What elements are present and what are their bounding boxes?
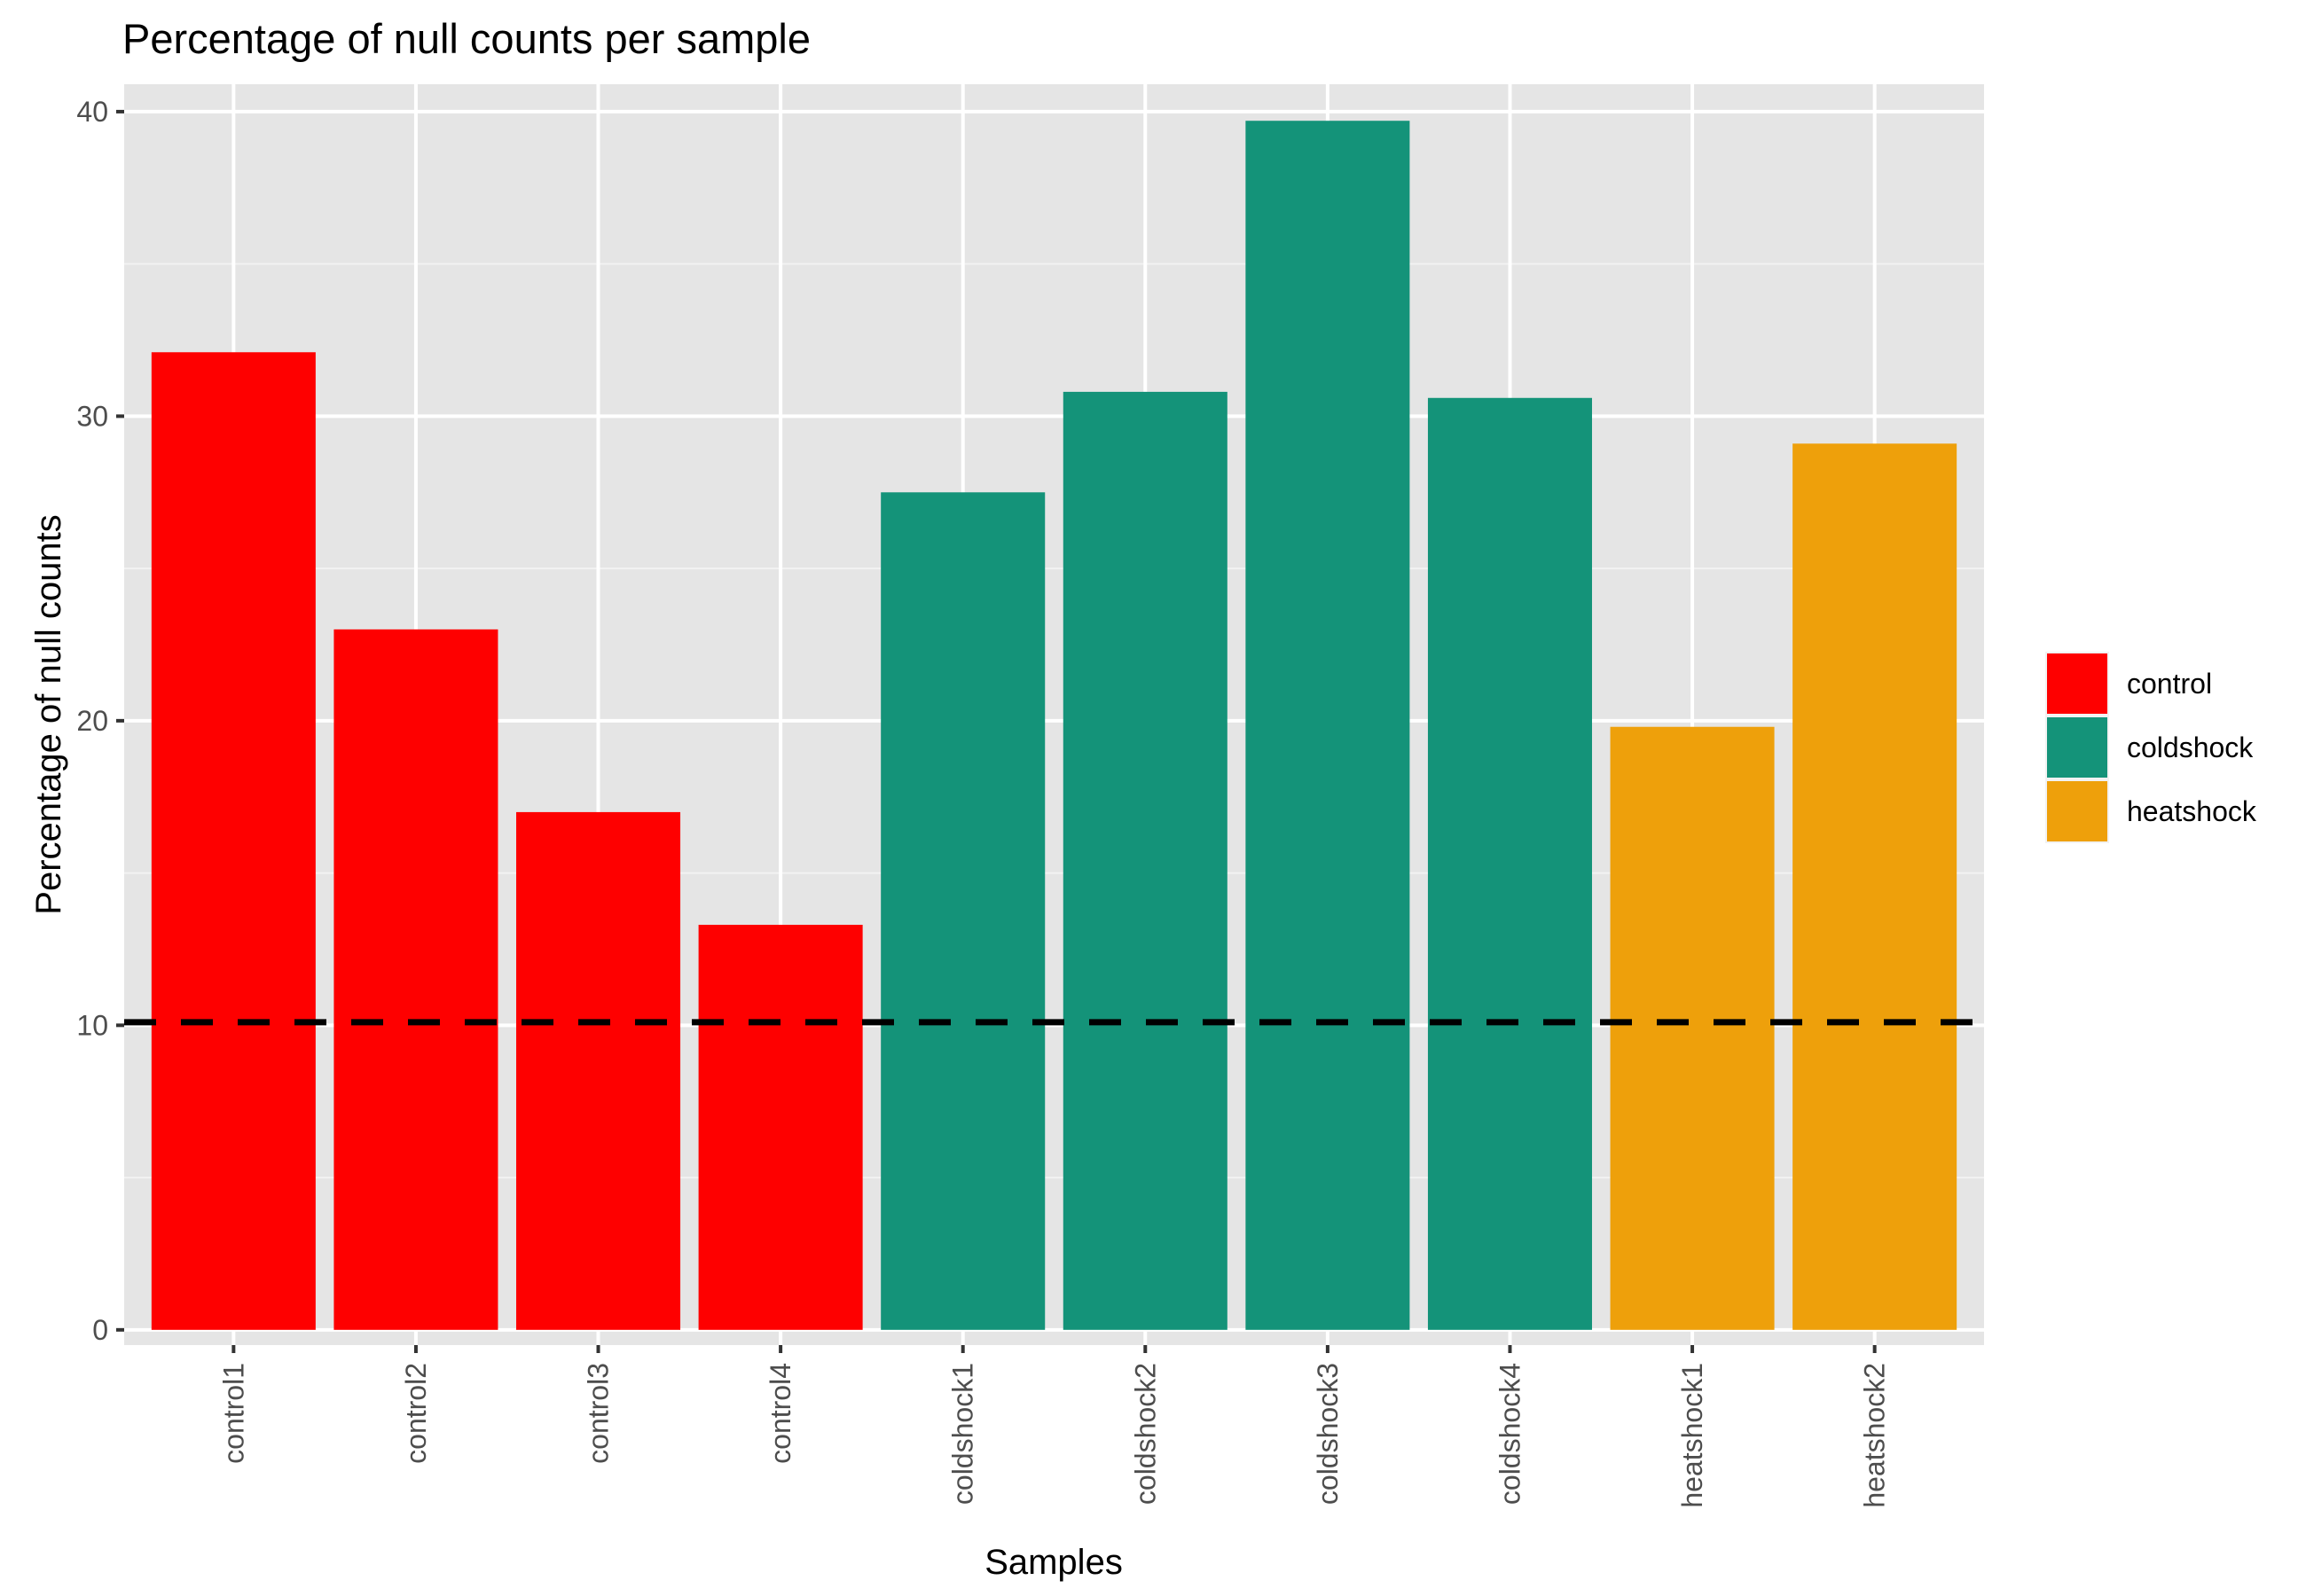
x-tick-label: coldshock1	[947, 1363, 979, 1505]
x-axis-title: Samples	[984, 1543, 1123, 1582]
y-axis: 0 10 20 30 40	[76, 96, 124, 1346]
bar-heatshock2	[1792, 443, 1957, 1330]
legend-swatch-coldshock	[2047, 717, 2107, 778]
x-tick-label: control4	[765, 1363, 796, 1464]
legend-swatch-heatshock	[2047, 781, 2107, 841]
y-tick-label: 30	[76, 400, 108, 432]
x-tick-label: heatshock2	[1859, 1363, 1891, 1508]
chart-title: Percentage of null counts per sample	[122, 15, 811, 62]
bars	[151, 121, 1957, 1330]
x-axis: control1 control2 control3 control4 coldshoc…	[217, 1345, 1891, 1508]
x-tick-label: coldshock4	[1494, 1363, 1526, 1505]
legend-swatch-control	[2047, 653, 2107, 714]
bar-control2	[333, 629, 498, 1330]
bar-control3	[516, 811, 681, 1330]
x-tick-label: coldshock3	[1312, 1363, 1344, 1505]
legend: control coldshock heatshock	[2045, 652, 2257, 843]
bar-control4	[698, 925, 863, 1330]
legend-label-coldshock: coldshock	[2127, 732, 2254, 763]
bar-heatshock1	[1610, 726, 1775, 1330]
x-tick-label: control1	[217, 1363, 249, 1464]
x-tick-label: control2	[400, 1363, 432, 1464]
y-tick-label: 10	[76, 1009, 108, 1041]
y-axis-title: Percentage of null counts	[29, 514, 68, 914]
bar-coldshock1	[881, 492, 1046, 1330]
y-tick-label: 40	[76, 96, 108, 128]
y-tick-label: 20	[76, 705, 108, 737]
bar-coldshock3	[1245, 121, 1410, 1330]
bar-coldshock2	[1063, 391, 1228, 1330]
y-tick-label: 0	[92, 1314, 108, 1346]
x-tick-label: control3	[583, 1363, 615, 1464]
x-tick-label: heatshock1	[1676, 1363, 1708, 1508]
bar-control1	[151, 352, 316, 1330]
x-tick-label: coldshock2	[1129, 1363, 1161, 1505]
bar-coldshock4	[1427, 397, 1592, 1330]
legend-label-control: control	[2127, 668, 2212, 700]
legend-label-heatshock: heatshock	[2127, 795, 2257, 827]
